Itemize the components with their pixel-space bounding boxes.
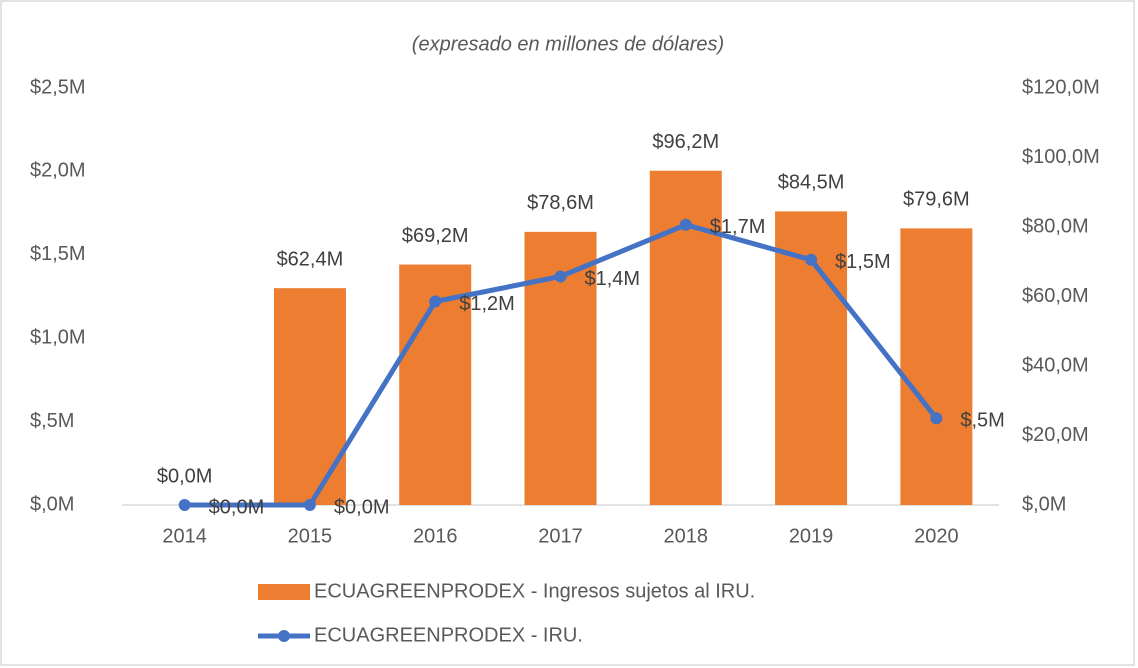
legend-label: ECUAGREENPRODEX - IRU.: [314, 624, 583, 646]
line-point: [303, 499, 316, 511]
line-label: $1,4M: [585, 268, 641, 290]
line-point: [554, 270, 567, 283]
y-tick-label: $,0M: [30, 493, 74, 515]
line-point: [805, 253, 818, 266]
bar: [900, 228, 973, 505]
x-tick-label: 2014: [162, 525, 207, 547]
x-tick-label: 2017: [538, 525, 583, 547]
bar: [273, 288, 346, 505]
line-label: $0,0M: [209, 496, 265, 518]
x-tick-label: 2016: [413, 525, 458, 547]
y-tick-label: $1,0M: [30, 326, 86, 348]
x-tick-label: 2020: [914, 525, 959, 547]
line-point: [679, 218, 692, 231]
line-label: $1,5M: [835, 251, 891, 273]
bar-label: $78,6M: [527, 192, 594, 214]
line-label: $0,0M: [334, 496, 390, 518]
legend-swatch-point: [278, 630, 290, 642]
y2-tick-label: $,0M: [1022, 493, 1066, 515]
line-point: [429, 295, 442, 308]
y2-tick-label: $60,0M: [1022, 285, 1089, 307]
chart-title: (expresado en millones de dólares): [412, 33, 724, 55]
line-point: [178, 499, 191, 511]
line-label: $,5M: [960, 410, 1004, 432]
bar-label: $96,2M: [652, 131, 719, 153]
x-tick-label: 2019: [789, 525, 834, 547]
y2-tick-label: $20,0M: [1022, 424, 1089, 446]
x-tick-label: 2018: [664, 525, 709, 547]
y-tick-label: $2,0M: [30, 160, 86, 182]
y2-tick-label: $80,0M: [1022, 215, 1089, 237]
legend-swatch: [258, 584, 310, 600]
y2-tick-label: $40,0M: [1022, 354, 1089, 376]
y2-tick-label: $120,0M: [1022, 76, 1100, 98]
y-tick-label: $2,5M: [30, 76, 86, 98]
x-tick-label: 2015: [288, 525, 333, 547]
bar-label: $0,0M: [157, 465, 213, 487]
y2-tick-label: $100,0M: [1022, 146, 1100, 168]
line-point: [930, 412, 943, 425]
bar-label: $69,2M: [402, 225, 469, 247]
y-tick-label: $1,5M: [30, 243, 86, 265]
bar-label: $79,6M: [903, 189, 970, 211]
line-label: $1,7M: [710, 216, 766, 238]
bar-label: $84,5M: [778, 172, 845, 194]
y-tick-label: $,5M: [30, 410, 74, 432]
bar-label: $62,4M: [277, 248, 344, 270]
legend-label: ECUAGREENPRODEX - Ingresos sujetos al IR…: [314, 580, 755, 602]
line-label: $1,2M: [459, 293, 515, 315]
